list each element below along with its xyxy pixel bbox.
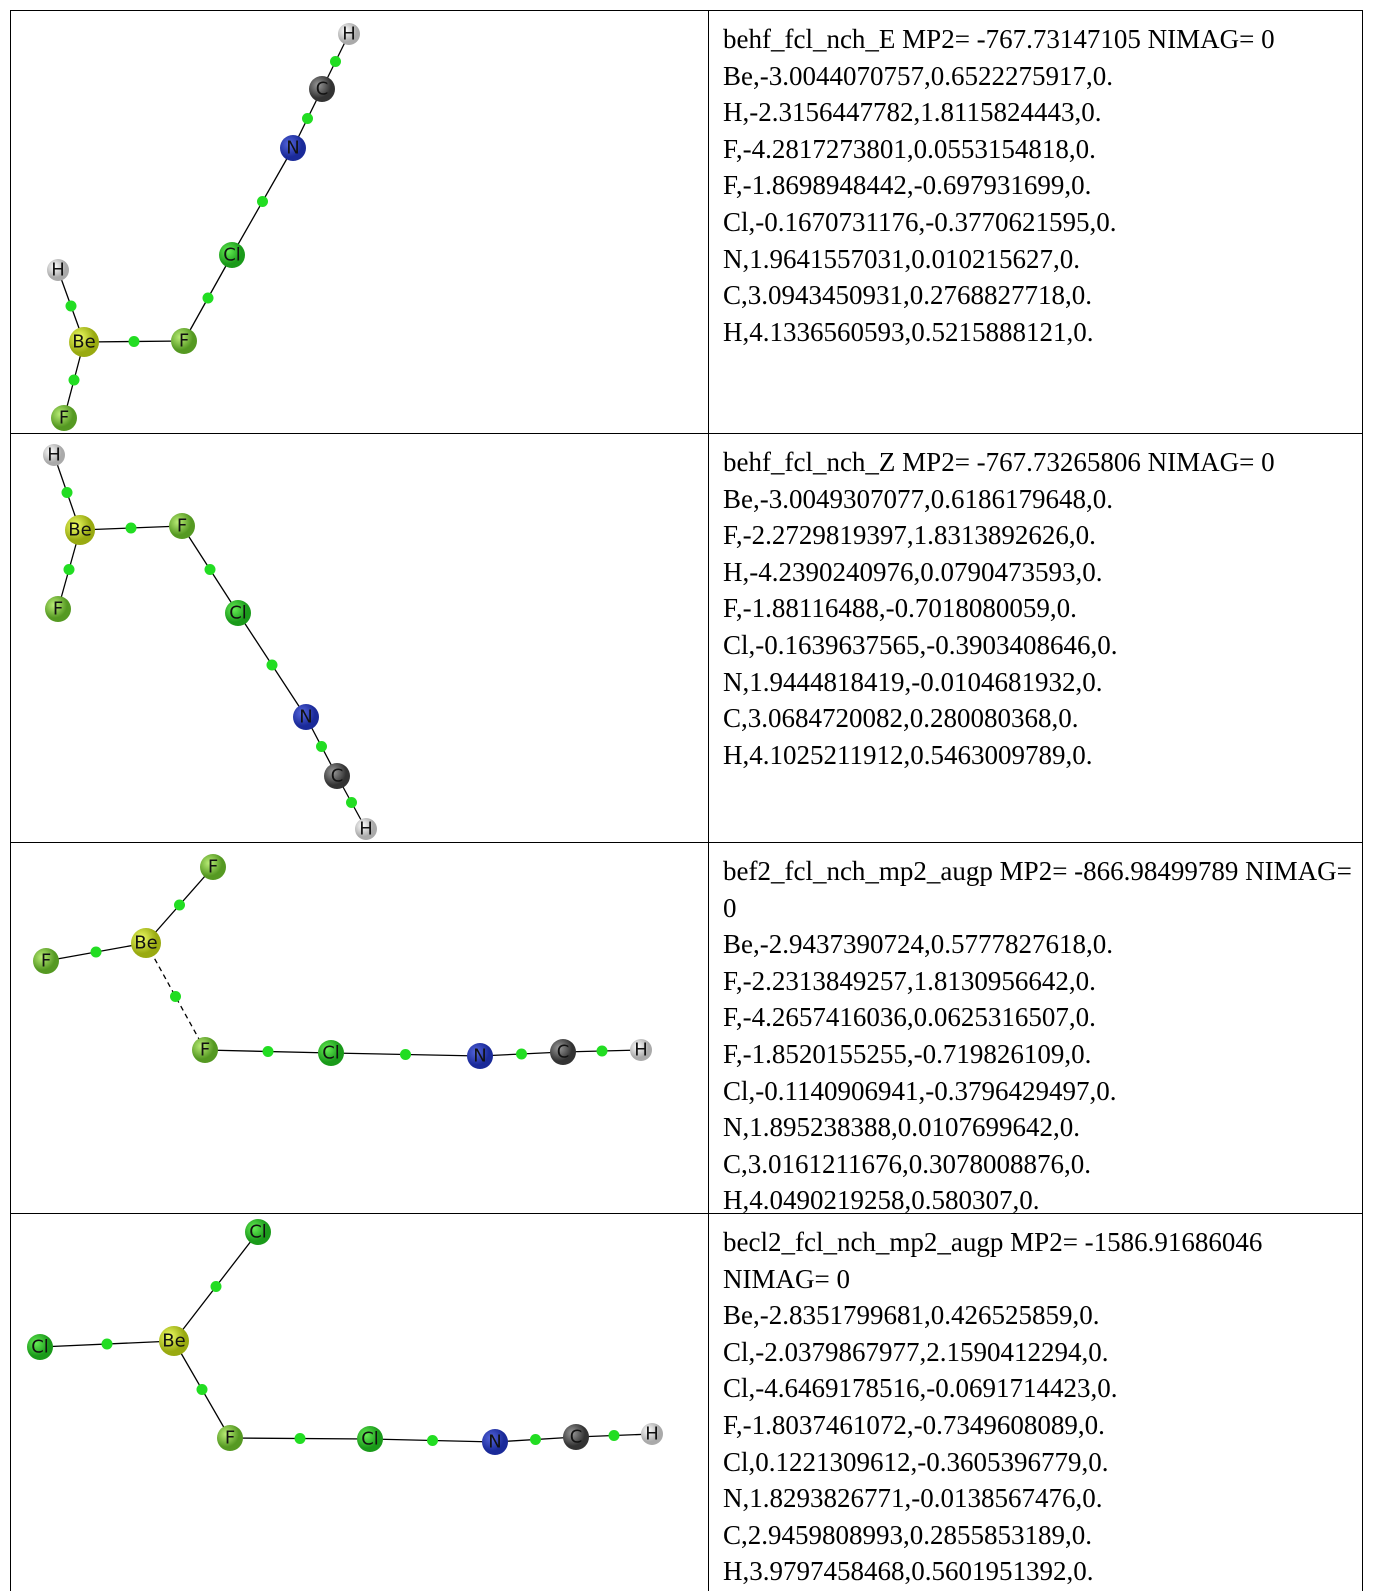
structure-header: behf_fcl_nch_Z MP2= -767.73265806 NIMAG=… bbox=[723, 444, 1363, 481]
column-divider bbox=[708, 434, 709, 842]
coordinate-line: F,-4.2657416036,0.0625316507,0. bbox=[723, 999, 1363, 1036]
coordinate-line: N,1.8293826771,-0.0138567476,0. bbox=[723, 1480, 1363, 1517]
coordinate-line: F,-1.8698948442,-0.697931699,0. bbox=[723, 167, 1363, 204]
coordinate-line: Be,-2.8351799681,0.426525859,0. bbox=[723, 1297, 1363, 1334]
text-cell: behf_fcl_nch_E MP2= -767.73147105 NIMAG=… bbox=[723, 21, 1363, 350]
coordinate-line: Be,-2.9437390724,0.5777827618,0. bbox=[723, 926, 1363, 963]
coordinate-line: C,2.9459808993,0.2855853189,0. bbox=[723, 1517, 1363, 1554]
coordinate-line: C,3.0684720082,0.280080368,0. bbox=[723, 700, 1363, 737]
column-divider bbox=[708, 843, 709, 1213]
coordinate-line: Cl,0.1221309612,-0.3605396779,0. bbox=[723, 1444, 1363, 1481]
column-divider bbox=[708, 1214, 709, 1591]
coordinate-line: C,3.0943450931,0.2768827718,0. bbox=[723, 277, 1363, 314]
structure-header: bef2_fcl_nch_mp2_augp MP2= -866.98499789… bbox=[723, 853, 1363, 926]
coordinate-line: F,-1.8037461072,-0.7349608089,0. bbox=[723, 1407, 1363, 1444]
text-cell: bef2_fcl_nch_mp2_augp MP2= -866.98499789… bbox=[723, 853, 1363, 1219]
table-row: bef2_fcl_nch_mp2_augp MP2= -866.98499789… bbox=[10, 842, 1363, 1213]
table-row: becl2_fcl_nch_mp2_augp MP2= -1586.916860… bbox=[10, 1213, 1363, 1591]
coordinate-line: F,-2.2313849257,1.8130956642,0. bbox=[723, 963, 1363, 1000]
coordinate-line: N,1.9641557031,0.010215627,0. bbox=[723, 241, 1363, 278]
coordinate-line: H,-4.2390240976,0.0790473593,0. bbox=[723, 554, 1363, 591]
coordinate-line: N,1.895238388,0.0107699642,0. bbox=[723, 1109, 1363, 1146]
coordinate-line: Be,-3.0049307077,0.6186179648,0. bbox=[723, 481, 1363, 518]
coordinate-line: H,3.9797458468,0.5601951392,0. bbox=[723, 1553, 1363, 1590]
text-cell: becl2_fcl_nch_mp2_augp MP2= -1586.916860… bbox=[723, 1224, 1363, 1590]
structure-header: behf_fcl_nch_E MP2= -767.73147105 NIMAG=… bbox=[723, 21, 1363, 58]
coordinate-line: Cl,-4.6469178516,-0.0691714423,0. bbox=[723, 1370, 1363, 1407]
coordinate-line: F,-2.2729819397,1.8313892626,0. bbox=[723, 517, 1363, 554]
coordinate-line: F,-1.8520155255,-0.719826109,0. bbox=[723, 1036, 1363, 1073]
coordinate-line: Cl,-0.1670731176,-0.3770621595,0. bbox=[723, 204, 1363, 241]
document: HCNClHBeFFHBeFFClNCHFBeFFClNCHClBeClFClN… bbox=[0, 0, 1384, 1591]
coordinate-line: Cl,-0.1639637565,-0.3903408646,0. bbox=[723, 627, 1363, 664]
table-row: behf_fcl_nch_Z MP2= -767.73265806 NIMAG=… bbox=[10, 433, 1363, 842]
text-cell: behf_fcl_nch_Z MP2= -767.73265806 NIMAG=… bbox=[723, 444, 1363, 773]
coordinate-line: C,3.0161211676,0.3078008876,0. bbox=[723, 1146, 1363, 1183]
column-divider bbox=[708, 11, 709, 433]
coordinate-line: H,4.1336560593,0.5215888121,0. bbox=[723, 314, 1363, 351]
coordinate-line: H,-2.3156447782,1.8115824443,0. bbox=[723, 94, 1363, 131]
coordinate-line: H,4.1025211912,0.5463009789,0. bbox=[723, 737, 1363, 774]
coordinate-line: F,-4.2817273801,0.0553154818,0. bbox=[723, 131, 1363, 168]
coordinate-line: F,-1.88116488,-0.7018080059,0. bbox=[723, 590, 1363, 627]
table-row: behf_fcl_nch_E MP2= -767.73147105 NIMAG=… bbox=[10, 10, 1363, 433]
coordinate-line: Be,-3.0044070757,0.6522275917,0. bbox=[723, 58, 1363, 95]
coordinate-line: N,1.9444818419,-0.0104681932,0. bbox=[723, 664, 1363, 701]
coordinate-line: Cl,-0.1140906941,-0.3796429497,0. bbox=[723, 1073, 1363, 1110]
coordinate-line: Cl,-2.0379867977,2.1590412294,0. bbox=[723, 1334, 1363, 1371]
structure-header: becl2_fcl_nch_mp2_augp MP2= -1586.916860… bbox=[723, 1224, 1363, 1297]
